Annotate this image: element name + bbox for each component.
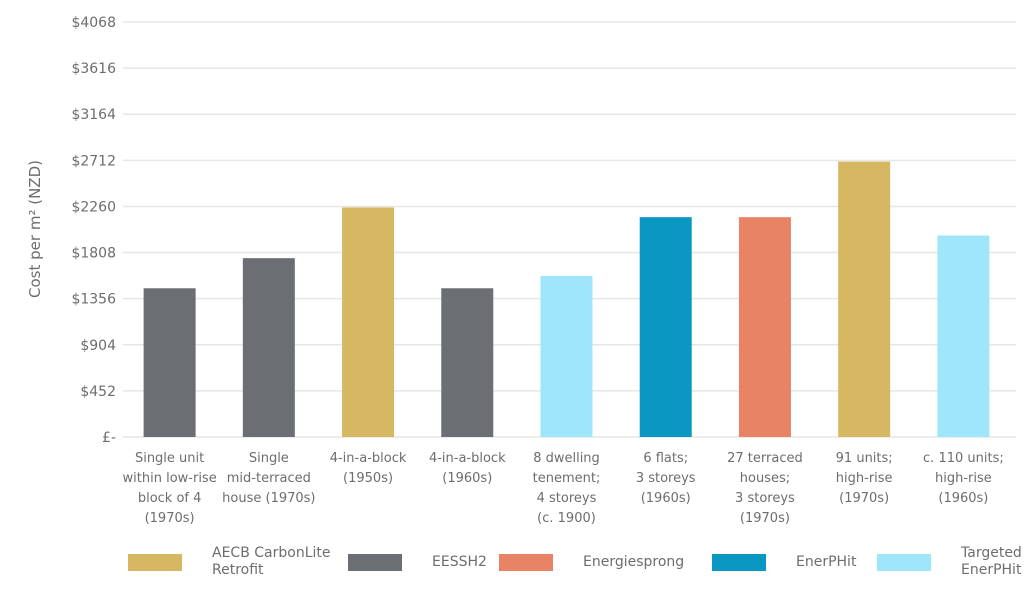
bar [738, 217, 791, 437]
y-tick-label: $3164 [71, 107, 116, 123]
x-category-label: 4-in-a-block (1960s) [429, 451, 506, 486]
bar [639, 217, 692, 437]
y-tick-label: $904 [80, 338, 116, 354]
legend-swatch-targeted-enerphit [877, 553, 931, 571]
x-category-label: c. 110 units; high-rise (1960s) [923, 451, 1004, 506]
y-tick-label: £- [102, 430, 116, 446]
bars [143, 161, 990, 437]
legend-item-targeted-enerphit: Targeted EnerPHit [877, 540, 1022, 584]
x-category-label: 4-in-a-block (1950s) [330, 451, 407, 486]
y-tick-label: $1808 [71, 246, 116, 262]
bar [838, 161, 891, 437]
legend-item-eessh2: EESSH2 [348, 540, 487, 584]
x-category-label: Single mid-terraced house (1970s) [222, 451, 315, 506]
x-category-label: 8 dwelling tenement; 4 storeys (c. 1900) [533, 451, 601, 526]
x-category-label: 27 terraced houses; 3 storeys (1970s) [727, 451, 803, 526]
legend-item-aecb: AECB CarbonLite Retrofit [128, 540, 330, 584]
legend-label-eessh2: EESSH2 [432, 553, 487, 570]
legend-swatch-eessh2 [348, 553, 402, 571]
x-category-label: 91 units; high-rise (1970s) [836, 451, 893, 506]
y-axis-title: Cost per m² (NZD) [26, 160, 44, 298]
bar [441, 288, 494, 437]
legend-label-energiesprong: Energiesprong [583, 553, 685, 570]
y-tick-label: $4068 [71, 15, 116, 31]
legend-item-enerphit: EnerPHit [712, 540, 856, 584]
legend-swatch-aecb [128, 553, 182, 571]
y-tick-label: $2260 [71, 199, 116, 215]
bar [143, 288, 196, 437]
x-category-label: Single unit within low-rise block of 4 (197… [123, 451, 217, 526]
bar [937, 235, 990, 437]
legend-item-energiesprong: Energiesprong [499, 540, 684, 584]
legend-swatch-energiesprong [499, 553, 553, 571]
y-tick-label: $452 [80, 384, 116, 400]
y-tick-label: $3616 [71, 61, 116, 77]
legend: AECB CarbonLite Retrofit EESSH2 Energies… [0, 540, 1024, 590]
legend-label-targeted-enerphit: Targeted EnerPHit [961, 545, 1022, 578]
x-category-label: 6 flats; 3 storeys (1960s) [636, 451, 696, 506]
legend-label-enerphit: EnerPHit [796, 553, 857, 570]
x-axis-categories: Single unit within low-rise block of 4 (197… [123, 451, 1004, 526]
bar [540, 275, 593, 437]
legend-swatch-enerphit [712, 553, 766, 571]
bar [242, 258, 295, 437]
bar [342, 207, 395, 437]
y-tick-label: $2712 [71, 153, 116, 169]
y-tick-label: $1356 [71, 292, 116, 308]
legend-label-aecb: AECB CarbonLite Retrofit [212, 545, 331, 578]
y-axis-ticks: £- $452 $904 $1356 $1808 $2260 $2712 $3164 $3616… [71, 15, 116, 446]
